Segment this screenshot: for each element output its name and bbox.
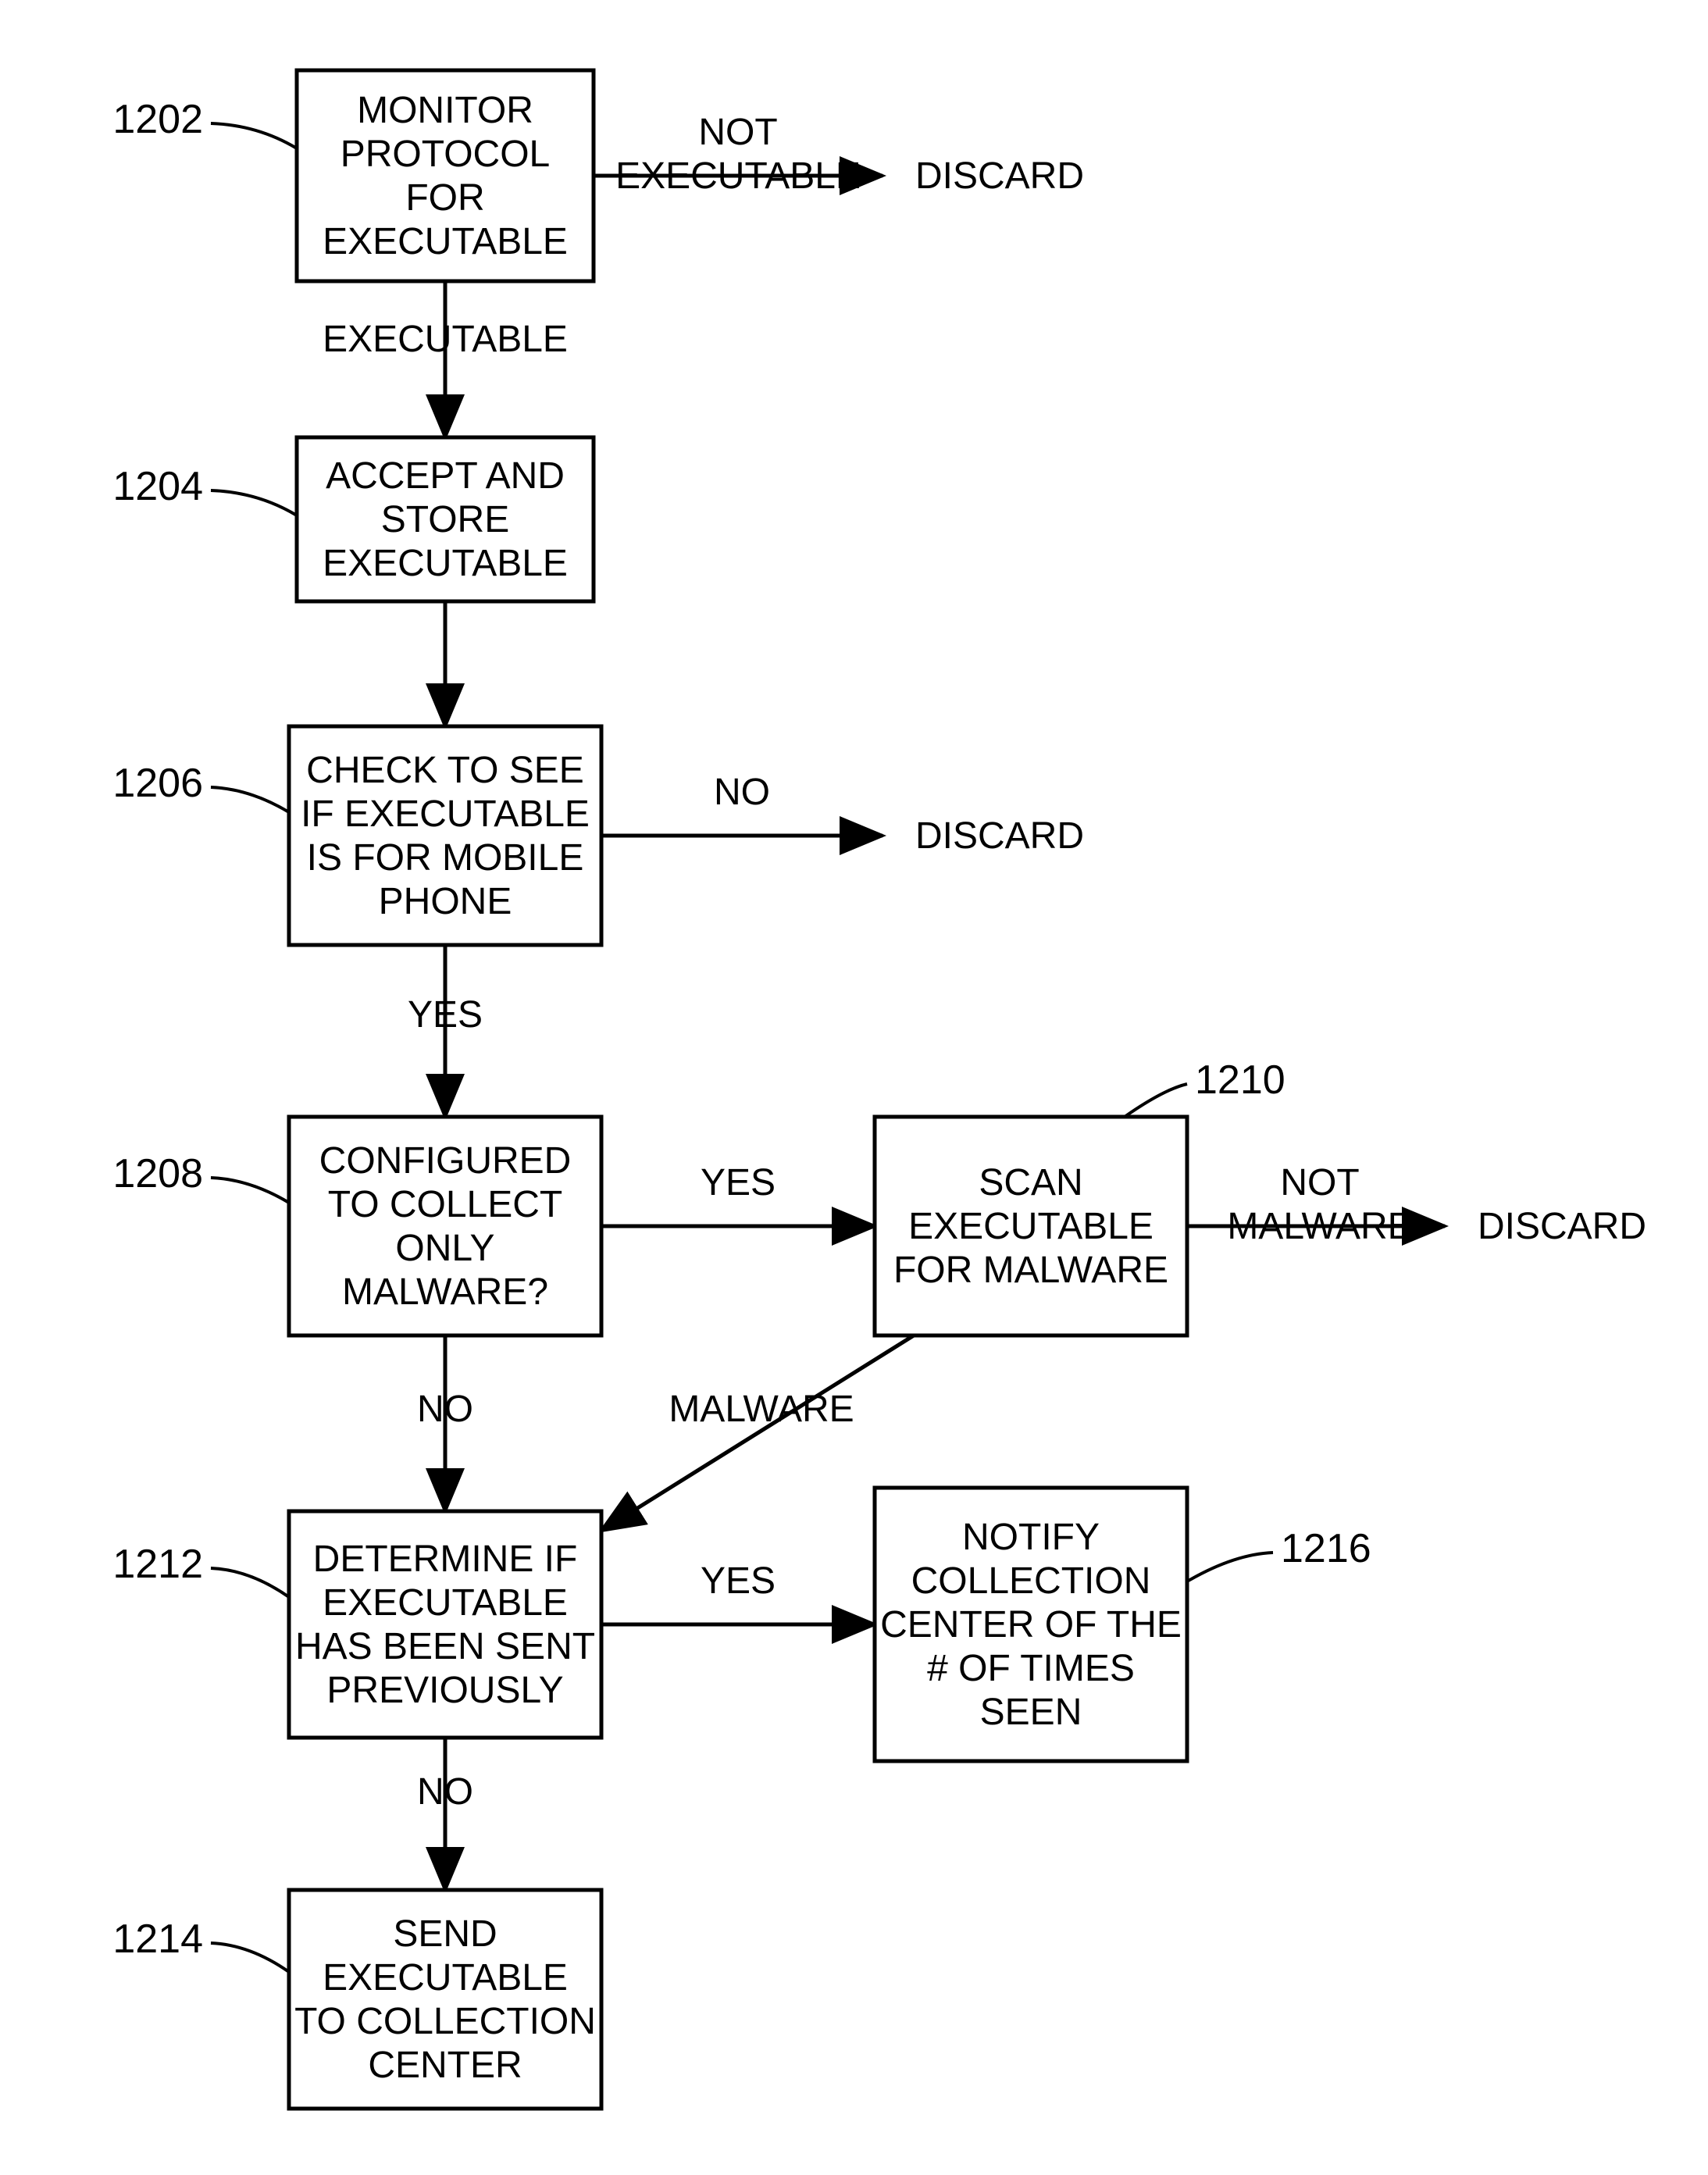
node-text: TO COLLECTION	[294, 2001, 596, 2042]
flow-node-1202: MONITORPROTOCOLFOREXECUTABLE	[297, 70, 594, 281]
node-text: DETERMINE IF	[313, 1539, 578, 1580]
edge-label: YES	[701, 1560, 776, 1602]
node-text: STORE	[381, 499, 509, 540]
node-text: EXECUTABLE	[323, 1582, 568, 1624]
node-text: EXECUTABLE	[323, 1957, 568, 1999]
edge-label: YES	[701, 1162, 776, 1203]
node-text: SCAN	[979, 1162, 1082, 1203]
edge-label: NOT	[698, 112, 777, 153]
node-text: SEEN	[980, 1692, 1082, 1733]
ref-number: 1212	[112, 1542, 203, 1587]
node-text: CENTER	[368, 2045, 522, 2086]
flow-node-1210: SCANEXECUTABLEFOR MALWARE	[875, 1117, 1187, 1335]
ref-number: 1210	[1195, 1057, 1285, 1103]
ref-number: 1202	[112, 97, 203, 142]
flow-node-1212: DETERMINE IFEXECUTABLEHAS BEEN SENTPREVI…	[289, 1511, 601, 1738]
edge-label: MALWARE	[669, 1389, 854, 1430]
node-text: TO COLLECT	[328, 1184, 563, 1225]
edge-label: MALWARE	[1227, 1206, 1412, 1247]
node-text: PROTOCOL	[341, 134, 551, 175]
ref-number: 1216	[1281, 1526, 1371, 1571]
edge-label: EXECUTABLE	[323, 319, 568, 360]
node-text: FOR	[405, 177, 484, 219]
node-text: EXECUTABLE	[323, 221, 568, 262]
flow-node-1208: CONFIGUREDTO COLLECTONLYMALWARE?	[289, 1117, 601, 1335]
node-text: # OF TIMES	[927, 1648, 1135, 1689]
node-text: CHECK TO SEE	[306, 750, 584, 791]
ref-number: 1206	[112, 761, 203, 806]
edge-label: NO	[417, 1389, 473, 1430]
node-text: IF EXECUTABLE	[301, 793, 590, 835]
flow-node-1204: ACCEPT ANDSTOREEXECUTABLE	[297, 437, 594, 601]
node-text: ONLY	[395, 1228, 494, 1269]
terminal-discard: DISCARD	[1478, 1206, 1646, 1247]
flow-node-1206: CHECK TO SEEIF EXECUTABLEIS FOR MOBILEPH…	[289, 726, 601, 945]
node-text: ACCEPT AND	[326, 455, 565, 497]
ref-number: 1208	[112, 1151, 203, 1196]
flow-node-1214: SENDEXECUTABLETO COLLECTIONCENTER	[289, 1890, 601, 2109]
ref-number: 1204	[112, 464, 203, 509]
node-text: COLLECTION	[911, 1560, 1151, 1602]
node-text: IS FOR MOBILE	[307, 837, 584, 879]
edge-label: YES	[408, 994, 483, 1036]
node-text: SEND	[393, 1913, 497, 1955]
node-text: NOTIFY	[962, 1517, 1100, 1558]
node-text: PREVIOUSLY	[326, 1670, 563, 1711]
edge-label: NO	[714, 772, 770, 813]
flow-node-1216: NOTIFYCOLLECTIONCENTER OF THE# OF TIMESS…	[875, 1488, 1187, 1761]
terminal-discard: DISCARD	[915, 155, 1084, 197]
node-text: EXECUTABLE	[908, 1206, 1154, 1247]
edge-label: EXECUTABLE	[615, 155, 861, 197]
edge-label: NO	[417, 1771, 473, 1813]
node-text: PHONE	[379, 881, 512, 922]
node-text: CENTER OF THE	[880, 1604, 1182, 1646]
node-text: MALWARE?	[342, 1271, 548, 1313]
edge-label: NOT	[1280, 1162, 1359, 1203]
node-text: EXECUTABLE	[323, 543, 568, 584]
node-text: FOR MALWARE	[893, 1250, 1168, 1291]
ref-number: 1214	[112, 1916, 203, 1962]
node-text: CONFIGURED	[319, 1140, 572, 1182]
node-text: MONITOR	[357, 90, 533, 131]
node-text: HAS BEEN SENT	[295, 1626, 595, 1667]
terminal-discard: DISCARD	[915, 815, 1084, 857]
